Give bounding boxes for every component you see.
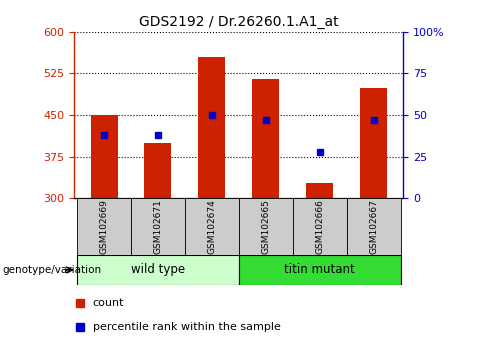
Text: GSM102667: GSM102667 (369, 199, 378, 254)
Text: GSM102674: GSM102674 (207, 199, 216, 254)
Bar (347, 198, 400, 255)
Title: GDS2192 / Dr.26260.1.A1_at: GDS2192 / Dr.26260.1.A1_at (139, 16, 338, 29)
Bar (144, 143, 171, 198)
Bar (185, 198, 239, 255)
Bar (239, 255, 400, 285)
Bar (239, 198, 293, 255)
Text: genotype/variation: genotype/variation (2, 265, 102, 275)
Text: GSM102669: GSM102669 (99, 199, 108, 254)
Bar (91, 115, 118, 198)
Bar (77, 198, 131, 255)
Text: percentile rank within the sample: percentile rank within the sample (93, 322, 281, 332)
Bar (293, 198, 347, 255)
Text: GSM102671: GSM102671 (154, 199, 162, 254)
Bar (77, 255, 239, 285)
Text: GSM102665: GSM102665 (261, 199, 270, 254)
Text: count: count (93, 298, 124, 308)
Text: titin mutant: titin mutant (284, 263, 355, 276)
Bar (198, 57, 225, 198)
Text: GSM102666: GSM102666 (315, 199, 324, 254)
Text: wild type: wild type (131, 263, 185, 276)
Bar (131, 198, 185, 255)
Bar (306, 183, 333, 198)
Bar (360, 88, 387, 198)
Bar (252, 79, 279, 198)
